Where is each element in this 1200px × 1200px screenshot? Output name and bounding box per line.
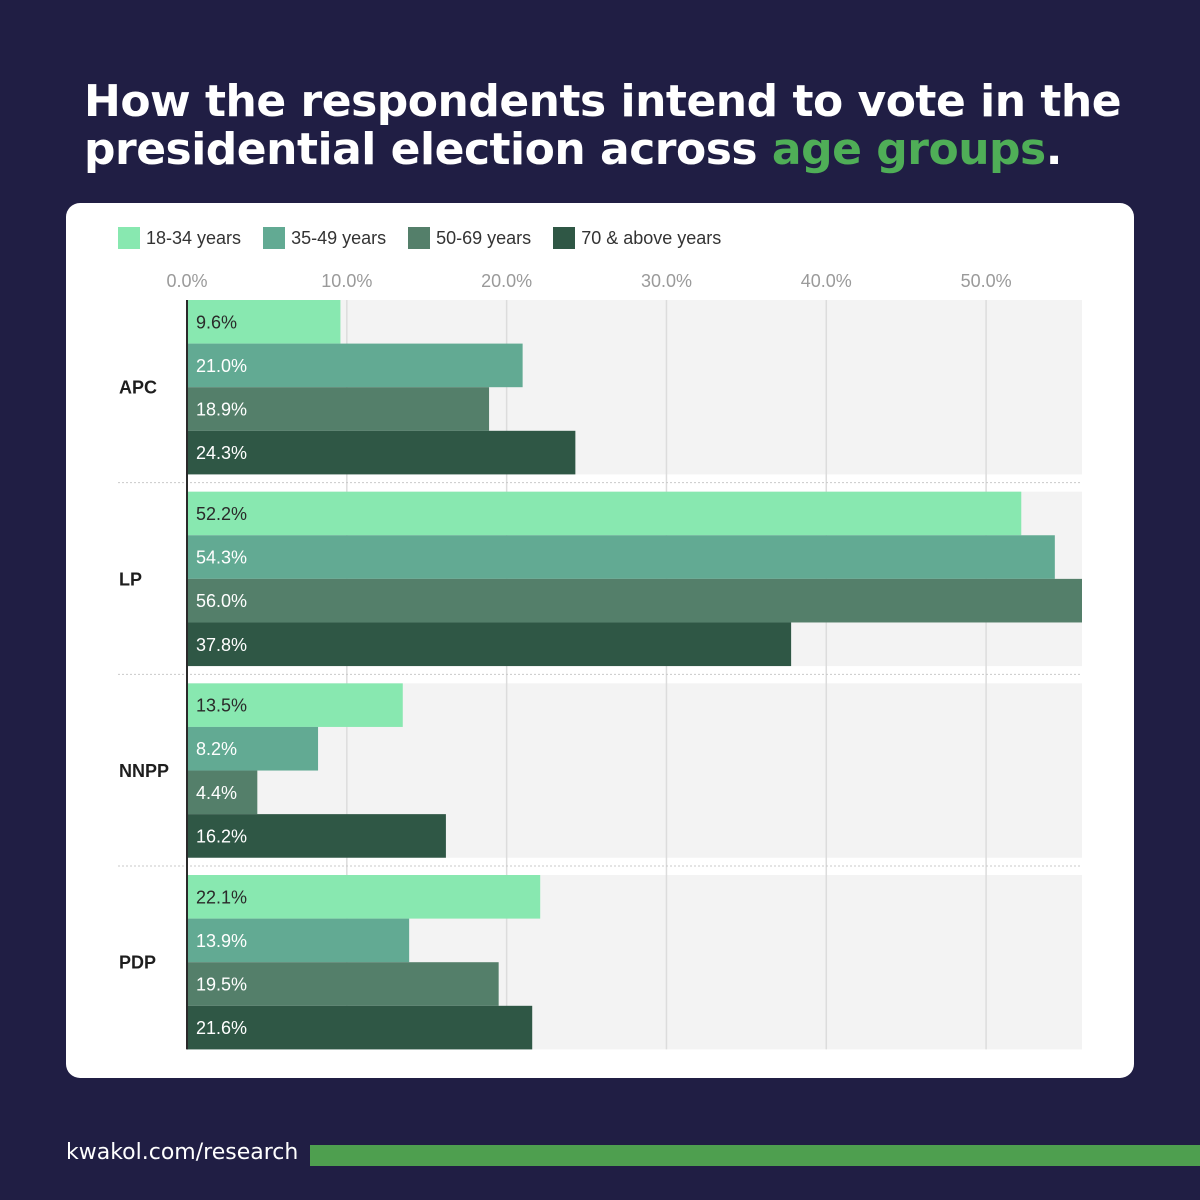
x-tick-label: 10.0% bbox=[321, 271, 372, 291]
legend-item: 70 & above years bbox=[553, 227, 721, 249]
category-label: NNPP bbox=[119, 761, 169, 781]
data-label: 19.5% bbox=[196, 975, 247, 995]
data-label: 9.6% bbox=[196, 312, 237, 332]
bar bbox=[187, 300, 341, 344]
legend-item: 18-34 years bbox=[118, 227, 241, 249]
legend-label: 35-49 years bbox=[291, 227, 387, 248]
x-tick-label: 0.0% bbox=[166, 271, 207, 291]
footer-accent-bar bbox=[310, 1145, 1200, 1166]
bar bbox=[187, 343, 523, 388]
bar bbox=[187, 814, 446, 858]
category-label: LP bbox=[119, 569, 142, 589]
bar bbox=[187, 387, 490, 431]
chart-legend: 18-34 years 35-49 years 50-69 years 70 & ab… bbox=[118, 227, 743, 249]
bar bbox=[187, 535, 1055, 579]
legend-label: 70 & above years bbox=[581, 227, 722, 248]
data-label: 56.0% bbox=[196, 591, 247, 611]
bar bbox=[187, 683, 403, 727]
data-label: 24.3% bbox=[196, 443, 247, 463]
legend-item: 35-49 years bbox=[263, 227, 386, 249]
bar bbox=[187, 918, 410, 963]
x-tick-label: 40.0% bbox=[801, 271, 852, 291]
legend-swatch bbox=[263, 227, 286, 249]
data-label: 52.2% bbox=[196, 504, 247, 524]
bar-chart: 0.0% 10.0% 20.0% 30.0% 40.0% 50.0% 9.6% 21.0% 18… bbox=[118, 271, 1082, 1050]
data-label: 37.8% bbox=[196, 635, 247, 655]
data-label: 16.2% bbox=[196, 826, 247, 846]
footer-link[interactable]: kwakol.com/research bbox=[66, 1140, 299, 1165]
data-label: 13.5% bbox=[196, 696, 247, 716]
data-label: 8.2% bbox=[196, 739, 237, 759]
bar bbox=[187, 726, 319, 771]
data-label: 13.9% bbox=[196, 931, 247, 951]
legend-label: 50-69 years bbox=[436, 227, 532, 248]
legend-item: 50-69 years bbox=[408, 227, 531, 249]
x-tick-label: 30.0% bbox=[641, 271, 692, 291]
x-tick-label: 20.0% bbox=[481, 271, 532, 291]
data-label: 54.3% bbox=[196, 548, 247, 568]
data-label: 21.6% bbox=[196, 1018, 247, 1038]
bar bbox=[187, 1005, 533, 1050]
data-label: 18.9% bbox=[196, 400, 247, 420]
title-highlight: age groups bbox=[771, 124, 1046, 175]
chart-card: 18-34 years 35-49 years 50-69 years 70 & ab… bbox=[66, 203, 1134, 1078]
data-label: 4.4% bbox=[196, 783, 237, 803]
bar bbox=[187, 875, 541, 919]
bar bbox=[187, 622, 792, 667]
data-label: 22.1% bbox=[196, 887, 247, 907]
category-label: APC bbox=[119, 378, 157, 398]
bar bbox=[187, 770, 258, 815]
page-title: How the respondents intend to vote in th… bbox=[84, 78, 1144, 174]
legend-label: 18-34 years bbox=[146, 227, 242, 248]
legend-swatch bbox=[408, 227, 431, 249]
bar bbox=[187, 430, 576, 475]
title-end: . bbox=[1045, 124, 1063, 175]
x-tick-label: 50.0% bbox=[961, 271, 1012, 291]
bar bbox=[187, 578, 1082, 623]
title-text: How the respondents intend to vote in th… bbox=[84, 76, 1122, 175]
category-label: PDP bbox=[119, 953, 156, 973]
legend-swatch bbox=[553, 227, 576, 249]
bar bbox=[187, 962, 499, 1006]
data-label: 21.0% bbox=[196, 356, 247, 376]
bar bbox=[187, 491, 1022, 536]
legend-swatch bbox=[118, 227, 140, 249]
